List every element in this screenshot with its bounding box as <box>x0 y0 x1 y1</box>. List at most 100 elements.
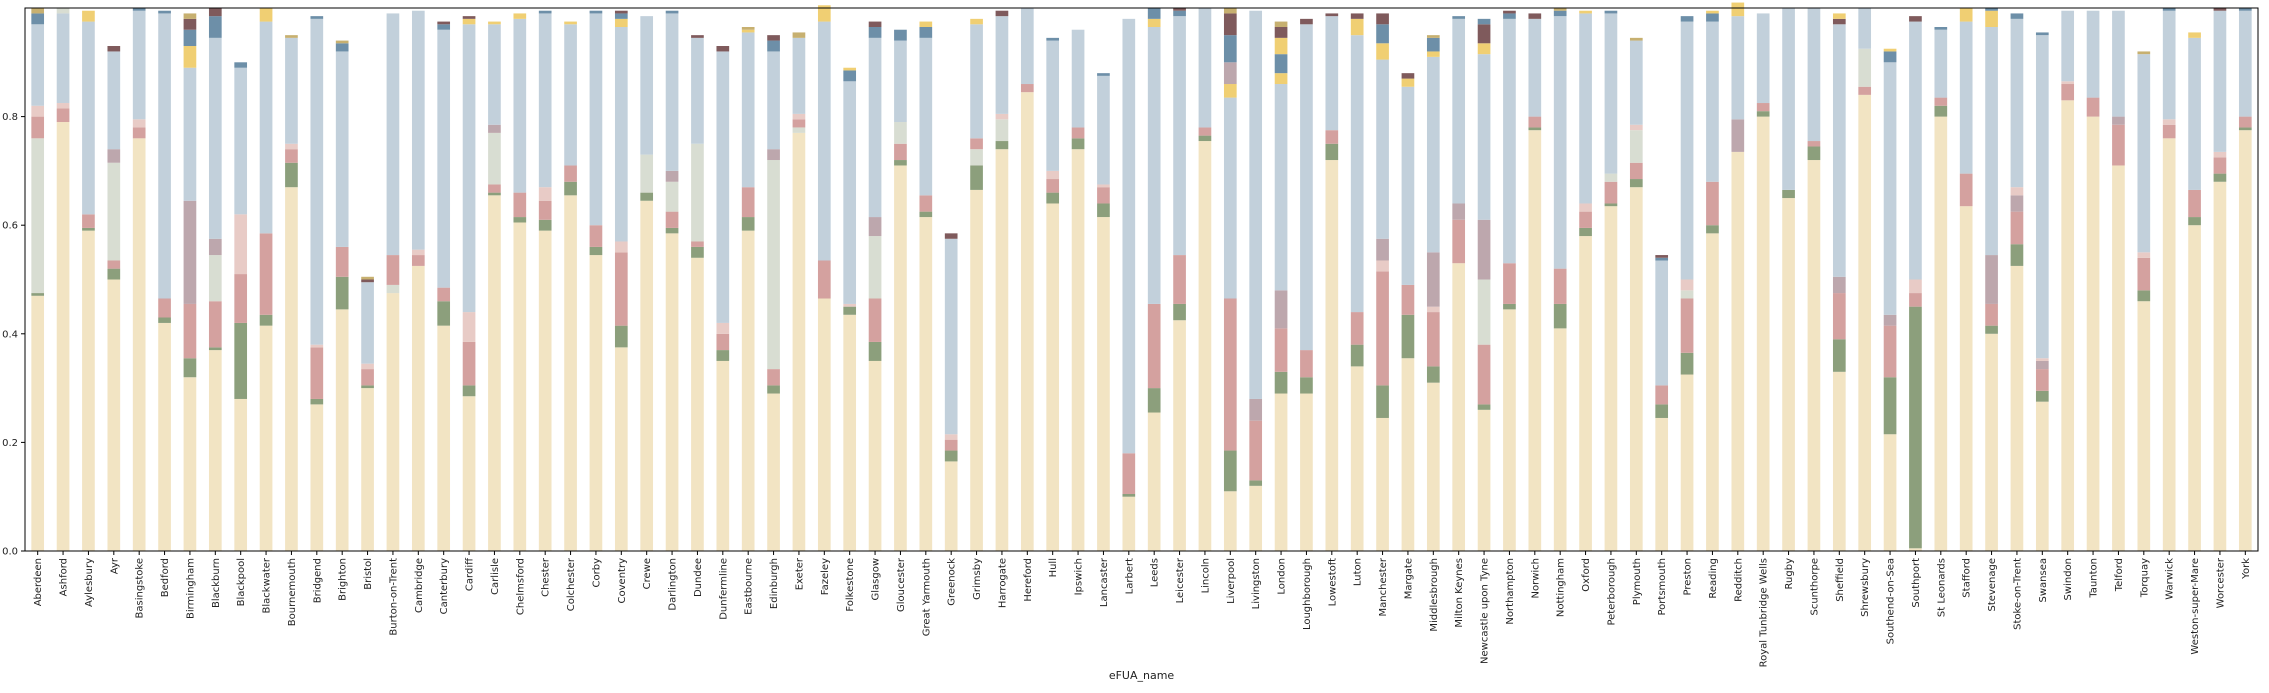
bar-segment <box>1503 309 1516 551</box>
bar-segment <box>1858 8 1872 49</box>
bar-segment <box>259 8 273 22</box>
x-tick-label: Stoke-on-Trent <box>2012 558 2023 630</box>
bar-segment <box>1223 450 1237 492</box>
bar-segment <box>183 29 197 47</box>
bar-segment <box>2010 244 2024 266</box>
bar-segment <box>208 238 222 256</box>
bar-segment <box>1046 37 1060 41</box>
x-tick-label: Lincoln <box>1200 558 1211 593</box>
bar-segment <box>1706 233 1719 551</box>
x-tick-label: Loughborough <box>1302 558 1313 630</box>
bar-segment <box>691 246 704 258</box>
bar-segment <box>1477 219 1491 280</box>
bar-segment <box>944 461 958 551</box>
bar-segment <box>1477 409 1491 551</box>
bar-segment <box>589 13 603 226</box>
x-tick-label: Leicester <box>1175 557 1186 603</box>
bar-segment <box>868 37 882 218</box>
x-tick-label: York <box>2241 558 2252 580</box>
bar-segment <box>1426 252 1440 307</box>
bar-segment <box>1300 377 1313 394</box>
bar-segment <box>1985 255 1998 304</box>
bar-segment <box>1274 54 1288 74</box>
x-tick-label: Milton Keynes <box>1454 558 1465 628</box>
bar-segment <box>335 40 349 44</box>
x-tick-label: Lowestoft <box>1327 558 1338 606</box>
bar-segment <box>1198 141 1212 552</box>
bar-segment <box>462 16 476 19</box>
bar-segment <box>538 10 552 14</box>
bar-segment <box>1223 298 1237 451</box>
bar-segment <box>2213 173 2227 182</box>
bar-segment <box>1198 135 1212 142</box>
bar-segment <box>1731 151 1745 551</box>
bar-segment <box>767 40 780 52</box>
bar-segment <box>1604 181 1618 204</box>
bar-segment <box>107 268 121 280</box>
bar-segment <box>31 24 45 106</box>
x-tick-label: Plymouth <box>1632 558 1643 605</box>
bar-segment <box>488 195 501 551</box>
bar-segment <box>1350 18 1364 36</box>
bar-segment <box>285 37 298 144</box>
bar-segment <box>1756 13 1770 104</box>
bar-segment <box>411 255 425 266</box>
bar-segment <box>1985 8 1998 11</box>
bar-segment <box>31 295 45 551</box>
bar-segment <box>1147 388 1161 413</box>
bar-segment <box>1097 73 1110 76</box>
bar-segment <box>2061 84 2075 101</box>
bar-segment <box>1122 496 1136 551</box>
bar-segment <box>1046 192 1060 204</box>
bar-segment <box>2010 195 2024 212</box>
bar-segment <box>1274 393 1288 551</box>
bar-segment <box>285 149 298 163</box>
bar-segment <box>2137 51 2151 55</box>
x-tick-label: Burton-on-Trent <box>388 558 399 636</box>
bar-segment <box>2035 360 2049 370</box>
bar-segment <box>1985 325 1998 334</box>
bar-segment <box>1832 339 1846 372</box>
bar-segment <box>1223 97 1237 299</box>
x-tick-label: Hereford <box>1023 558 1034 602</box>
x-axis: Aberdeen Ashford Aylesbury Ayr Basingstoke Be… <box>33 551 2252 667</box>
bar-segment <box>1325 143 1339 161</box>
bar-segment <box>767 51 780 150</box>
bar-segment <box>1883 62 1897 315</box>
x-tick-label: Manchester <box>1378 557 1389 616</box>
bar-segment <box>817 21 831 261</box>
bar-segment <box>995 149 1009 551</box>
bar-segment <box>1477 54 1491 220</box>
bar-segment <box>843 67 857 71</box>
bar-segment <box>640 200 654 551</box>
bar-segment <box>1503 10 1516 14</box>
bar-segment <box>1401 86 1415 285</box>
bar-segment <box>589 255 603 551</box>
bar-segment <box>995 141 1009 150</box>
x-tick-label: Rugby <box>1784 558 1795 590</box>
bar-segment <box>56 13 70 104</box>
bar-segment <box>1680 352 1694 375</box>
bar-segment <box>158 317 171 323</box>
bar-segment <box>1629 130 1643 163</box>
bar-segment <box>1274 84 1288 291</box>
bar-segment <box>2213 181 2227 551</box>
bar-segment <box>868 341 882 361</box>
bar-segment <box>1071 127 1085 139</box>
x-tick-label: Bristol <box>363 558 374 590</box>
x-tick-label: Bournemouth <box>287 558 298 626</box>
bar-segment <box>310 18 324 345</box>
x-tick-label: Bridgend <box>312 558 323 603</box>
x-axis-label: eFUA_name <box>1109 669 1175 682</box>
bar-segment <box>107 149 121 163</box>
bar-segment <box>361 369 374 386</box>
x-tick-label: Birmingham <box>185 558 196 619</box>
bar-segment <box>462 312 476 342</box>
bar-segment <box>259 314 273 326</box>
bar-segment <box>1046 179 1060 193</box>
bar-segment <box>1249 420 1263 481</box>
bar-segment <box>1223 84 1237 98</box>
bar-segment <box>614 13 628 19</box>
bar-segment <box>158 298 171 318</box>
bar-segment <box>1249 480 1263 486</box>
